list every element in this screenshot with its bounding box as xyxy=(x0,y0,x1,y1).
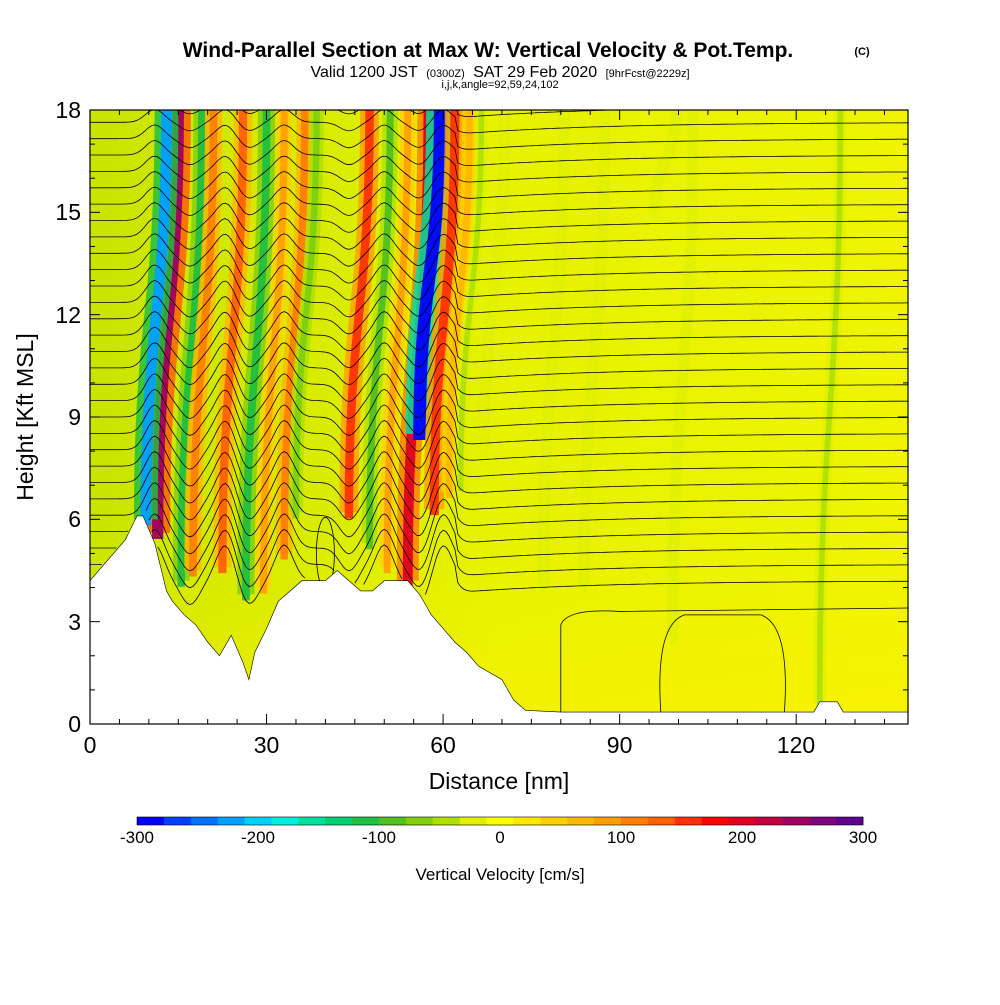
colorbar-tick-label: -300 xyxy=(120,828,154,847)
colorbar-swatch xyxy=(271,817,298,825)
colorbar-swatch xyxy=(540,817,567,825)
colorbar-swatch xyxy=(406,817,433,825)
colorbar-swatch xyxy=(433,817,460,825)
colorbar-tick-label: 0 xyxy=(495,828,504,847)
colorbar-swatch xyxy=(487,817,514,825)
colorbar-swatch xyxy=(137,817,164,825)
colorbar-swatch xyxy=(675,817,702,825)
colorbar-swatch xyxy=(218,817,245,825)
copyright-mark: (C) xyxy=(854,46,870,58)
colorbar-tick-labels: -300 -200 -100 0 100 200 300 xyxy=(120,828,877,847)
x-tick-label: 0 xyxy=(84,732,97,758)
valid-time: Valid 1200 JST xyxy=(310,64,418,81)
colorbar-swatch xyxy=(164,817,191,825)
colorbar-tick-label: 100 xyxy=(607,828,635,847)
y-tick-label: 0 xyxy=(68,711,81,737)
colorbar-tick-label: 200 xyxy=(728,828,756,847)
y-tick-label: 3 xyxy=(68,609,81,635)
colorbar-swatch xyxy=(648,817,675,825)
colorbar-swatch xyxy=(513,817,540,825)
y-tick-label: 18 xyxy=(55,97,81,123)
plot-area xyxy=(90,94,908,724)
forecast-info: [9hrFcst@2229z] xyxy=(606,68,690,80)
colorbar-swatch xyxy=(702,817,729,825)
colorbar-tick-label: -200 xyxy=(241,828,275,847)
cross-section-chart: Wind-Parallel Section at Max W: Vertical… xyxy=(0,0,1000,1000)
colorbar-swatch xyxy=(755,817,782,825)
colorbar xyxy=(137,817,863,825)
y-tick-label: 9 xyxy=(68,404,81,430)
colorbar-swatch xyxy=(460,817,487,825)
colorbar-swatch xyxy=(352,817,379,825)
colorbar-swatch xyxy=(729,817,756,825)
y-tick-labels: 0 3 6 9 12 15 18 xyxy=(55,97,81,737)
colorbar-swatch xyxy=(379,817,406,825)
x-tick-label: 120 xyxy=(777,732,815,758)
x-tick-label: 90 xyxy=(607,732,633,758)
colorbar-label: Vertical Velocity [cm/s] xyxy=(415,865,584,884)
x-axis-label: Distance [nm] xyxy=(429,768,570,794)
colorbar-tick-label: -100 xyxy=(362,828,396,847)
chart-root: Wind-Parallel Section at Max W: Vertical… xyxy=(0,0,1000,1000)
y-axis-label: Height [Kft MSL] xyxy=(12,333,38,500)
chart-title: Wind-Parallel Section at Max W: Vertical… xyxy=(183,39,794,62)
colorbar-swatch xyxy=(836,817,863,825)
y-tick-label: 6 xyxy=(68,506,81,532)
colorbar-swatch xyxy=(809,817,836,825)
colorbar-swatch xyxy=(782,817,809,825)
x-tick-labels: 0 30 60 90 120 xyxy=(84,732,816,758)
y-tick-label: 12 xyxy=(55,302,81,328)
colorbar-swatch xyxy=(621,817,648,825)
x-tick-label: 30 xyxy=(254,732,280,758)
colorbar-swatch xyxy=(245,817,272,825)
grid-indices: i,j,k,angle=92,59,24,102 xyxy=(441,79,558,91)
x-tick-label: 60 xyxy=(430,732,456,758)
colorbar-swatch xyxy=(594,817,621,825)
colorbar-swatch xyxy=(298,817,325,825)
colorbar-swatch xyxy=(191,817,218,825)
colorbar-swatch xyxy=(325,817,352,825)
y-tick-label: 15 xyxy=(55,199,81,225)
colorbar-tick-label: 300 xyxy=(849,828,877,847)
colorbar-swatch xyxy=(567,817,594,825)
